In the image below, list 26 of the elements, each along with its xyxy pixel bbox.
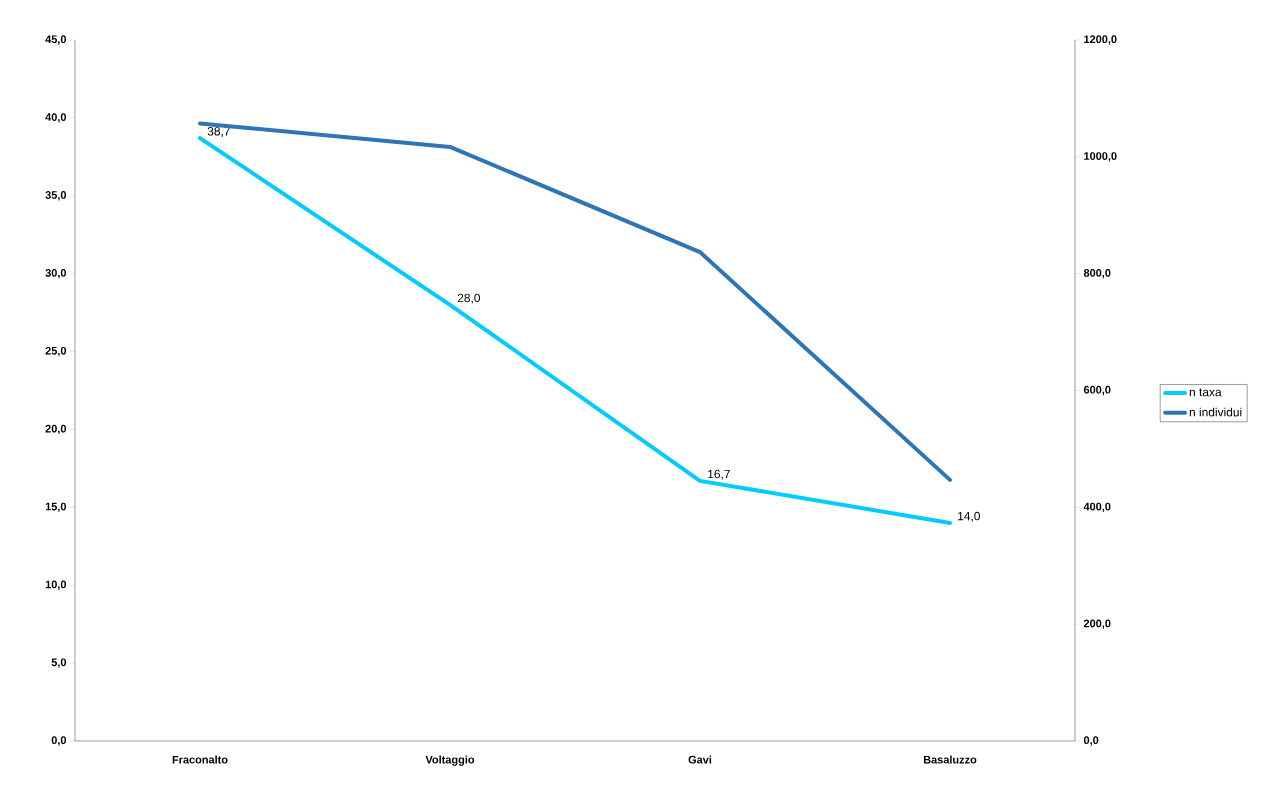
y-tick-label: 30,0 — [45, 269, 67, 279]
x-tick-label: Basaluzzo — [923, 755, 977, 764]
y-tick-label: 35,0 — [45, 191, 67, 201]
x-tick-label: Gavi — [688, 755, 712, 764]
data-label: 16,7 — [708, 469, 730, 480]
data-label: 28,0 — [457, 293, 480, 304]
y-tick-label: 25,0 — [45, 346, 67, 357]
y2-tick-label: 200,0 — [1083, 619, 1111, 629]
y-tick-label: 40,0 — [45, 113, 67, 123]
data-label: 14,0 — [958, 511, 980, 522]
y2-tick-label: 400,0 — [1083, 502, 1111, 513]
legend-label: n individui — [1189, 407, 1242, 417]
y2-tick-label: 600,0 — [1083, 385, 1111, 396]
y2-tick-label: 800,0 — [1083, 269, 1111, 279]
legend-label: n taxa — [1189, 388, 1222, 397]
y2-tick-label: 1200,0 — [1084, 35, 1117, 45]
x-tick-label: Fraconalto — [172, 755, 228, 764]
y-tick-label: 0,0 — [51, 736, 67, 746]
y-tick-label: 5,0 — [51, 658, 67, 668]
y2-tick-label: 0,0 — [1083, 736, 1099, 746]
x-tick-label: Voltaggio — [425, 755, 475, 766]
y-tick-label: 20,0 — [45, 424, 67, 435]
y-tick-label: 15,0 — [45, 502, 67, 513]
y-tick-label: 45,0 — [45, 35, 67, 45]
y2-tick-label: 1000,0 — [1084, 152, 1117, 162]
y-tick-label: 10,0 — [45, 580, 67, 590]
